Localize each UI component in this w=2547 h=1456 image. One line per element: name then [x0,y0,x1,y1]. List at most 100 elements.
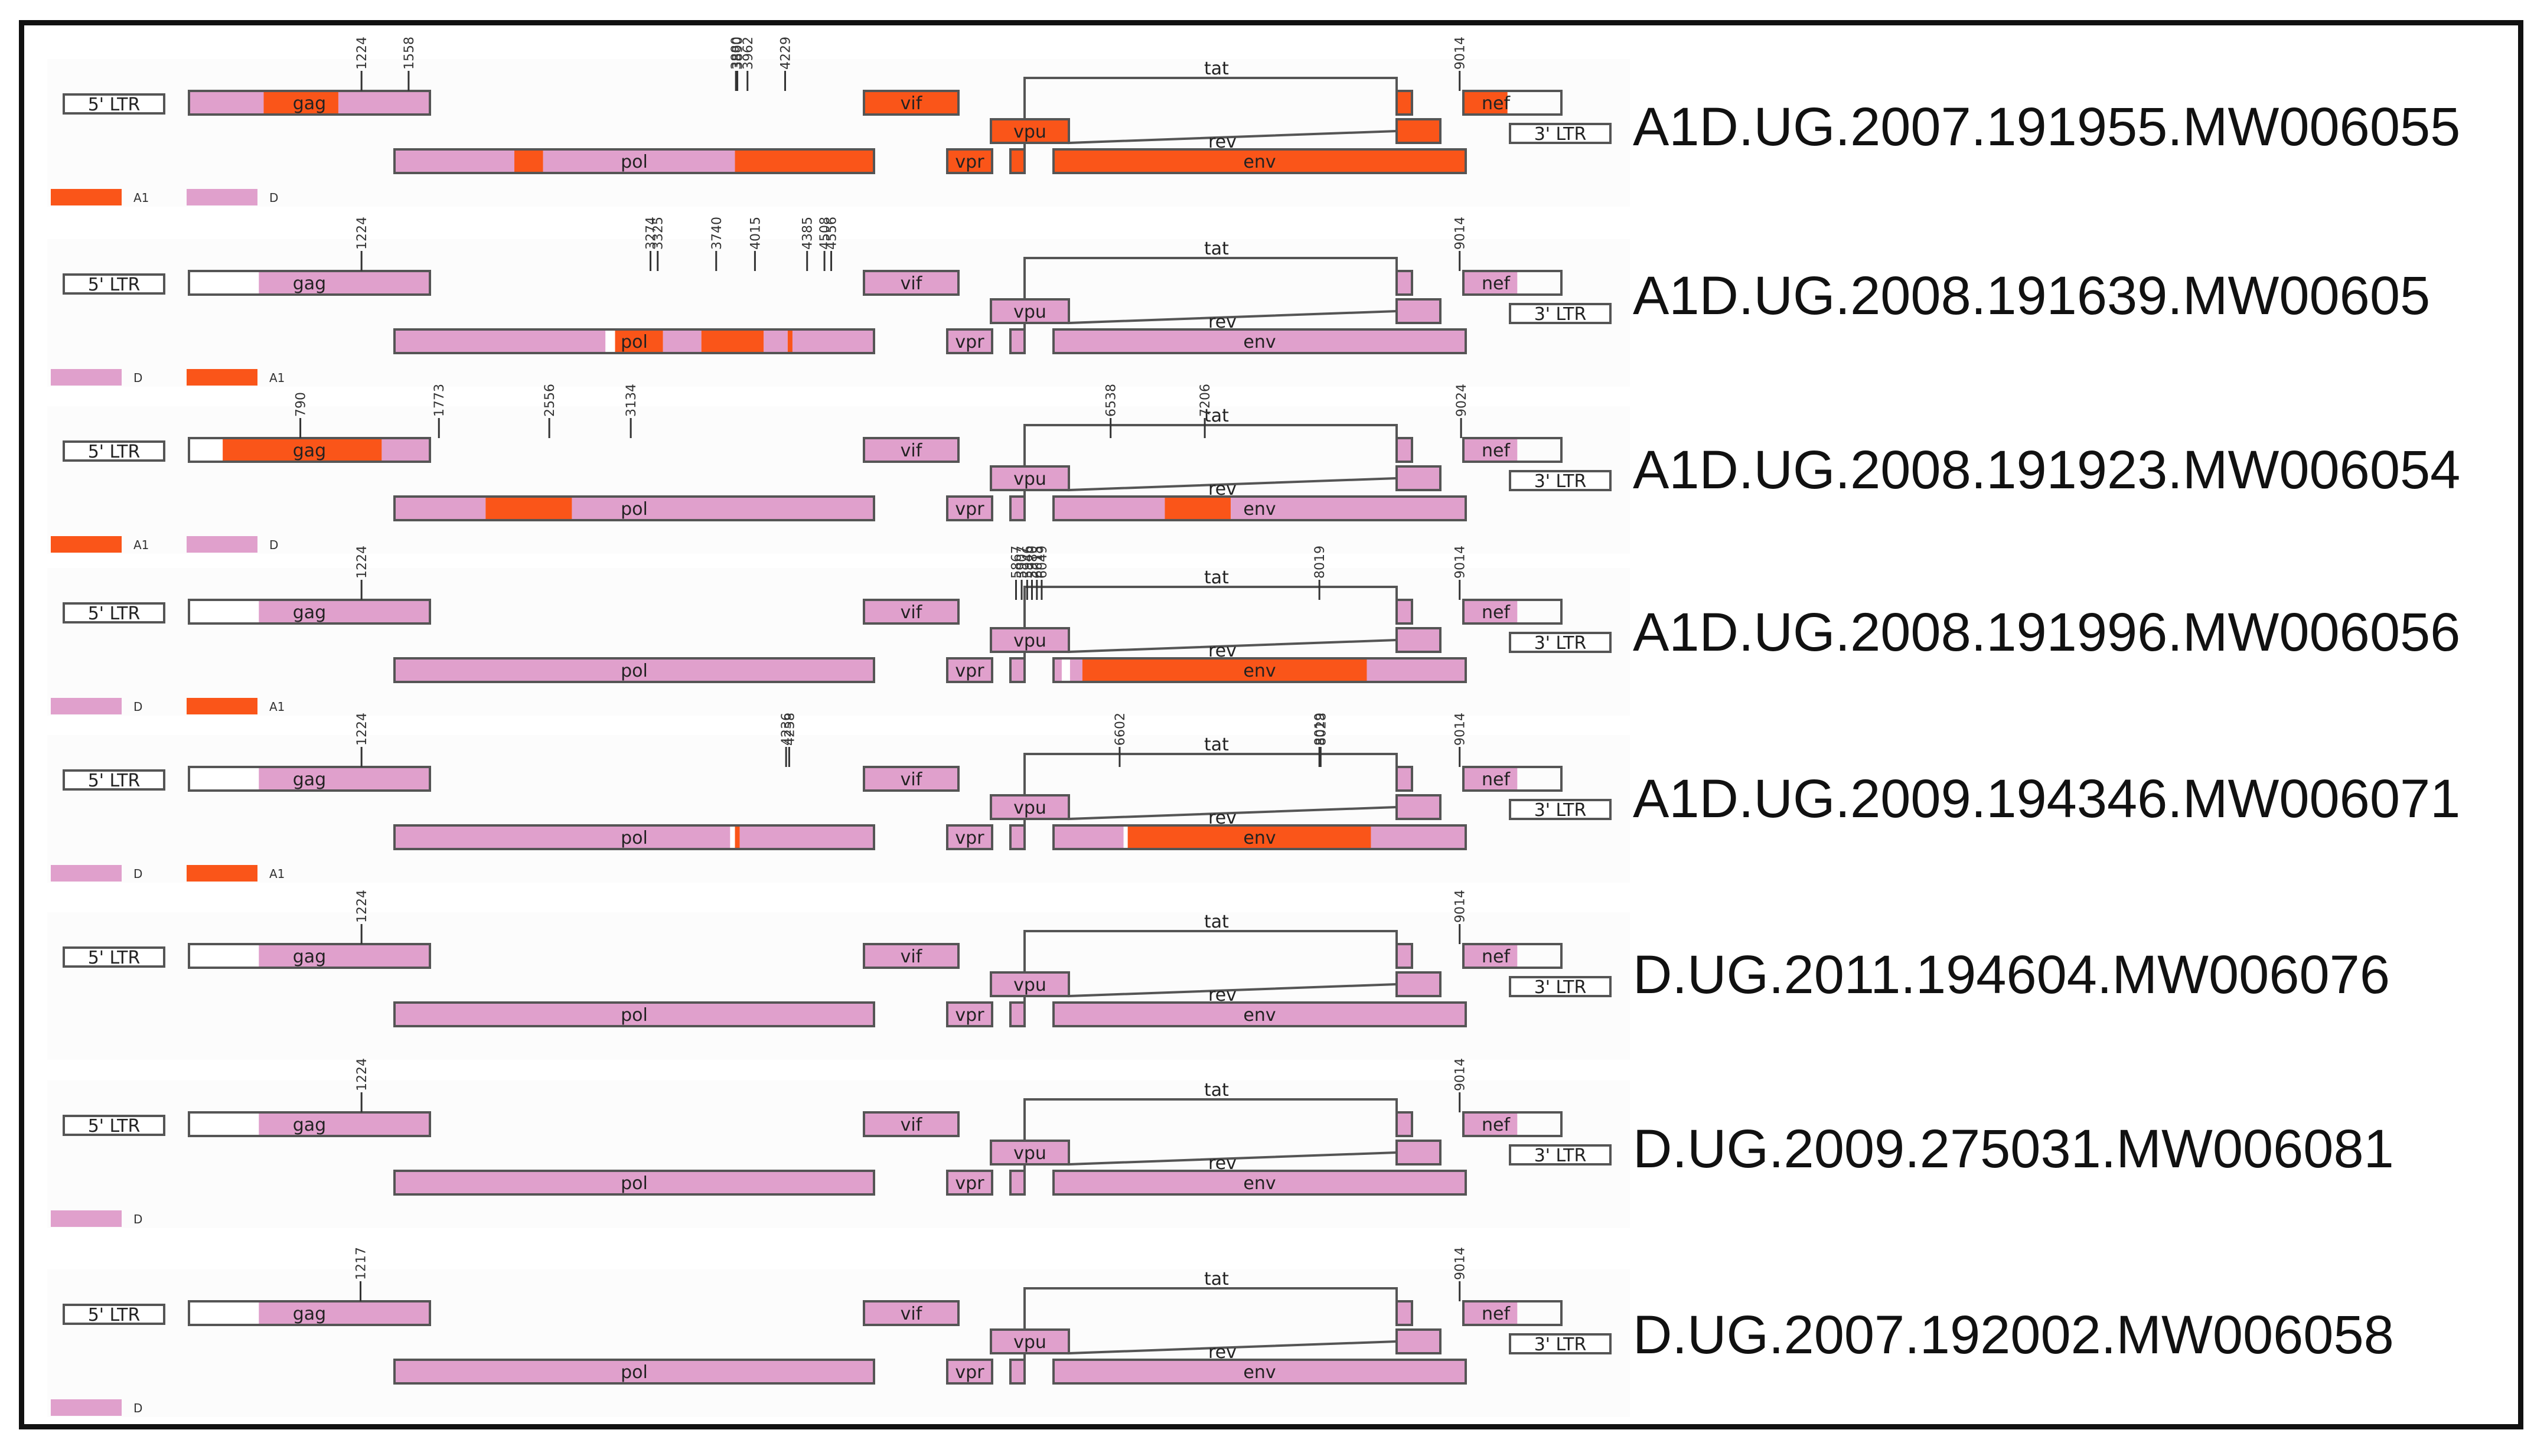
vpu-label: vpu [1013,122,1046,142]
vif-box [863,270,960,296]
pol-label: pol [621,828,648,848]
pol-label: pol [621,1173,648,1194]
gag-segment-none [189,944,259,968]
vif-label: vif [901,946,923,967]
ltr3-box-fill [1510,1334,1610,1353]
ltr3-box-fill [1510,800,1610,819]
ltr3-box [1509,632,1612,653]
ltr3-box-fill [1510,471,1610,490]
legend-swatch-A1 [187,865,257,882]
vpu-box [990,465,1070,491]
panel-background [47,1080,1630,1228]
ltr3-box [1509,1333,1612,1354]
gag-segment-D [259,600,430,623]
breakpoint-label: 5980 [1025,546,1040,579]
env-box [1052,1170,1467,1196]
vif-segment-D [864,1112,958,1136]
vpu-box [990,298,1070,324]
ltr5-box [63,440,165,462]
tat1-box [1009,1001,1026,1027]
breakpoint-label: 8028 [1314,713,1329,746]
tat2-box [1395,437,1413,463]
ltr3-label: 3' LTR [1534,304,1587,325]
pol-label: pol [621,1005,648,1026]
pol-segment-D [764,329,788,353]
tat-label: tat [1204,734,1229,755]
pol-segment-A1 [514,149,543,173]
nef-segment-D [1463,271,1518,295]
gag-label: gag [293,602,326,623]
breakpoint-label: 1224 [355,217,370,250]
vpr-label: vpr [955,1362,984,1383]
panel-background [47,59,1630,207]
breakpoint-label: 3134 [624,384,639,417]
ltr3-box [1509,470,1612,491]
ltr5-box [63,769,165,791]
env-segment-A1 [1054,149,1466,173]
pol-segment-D [394,658,874,682]
env-segment-D [1231,497,1466,520]
env-segment-A1 [1165,497,1231,520]
vpu-box [990,971,1070,997]
tat2-box [1395,1111,1413,1137]
tat-splice-line [1023,930,1398,1003]
nef-label: nef [1482,602,1511,623]
ltr3-box [1509,123,1612,144]
tat-label: tat [1204,239,1229,259]
nef-box [1462,1111,1563,1137]
breakpoint-label: 9014 [1453,37,1468,70]
breakpoint-label: 4508 [818,217,833,250]
rev2-box [1395,971,1442,997]
vpu-segment-D [991,795,1069,819]
tat2-segment-D [1397,271,1412,295]
pol-label: pol [621,1362,648,1383]
gag-segment-D [338,91,430,115]
pol-segment-none [730,825,735,849]
vpu-segment-D [991,628,1069,652]
gag-label: gag [293,946,326,967]
env-segment-D [1054,1360,1466,1383]
tat-splice-line [1023,1098,1398,1171]
breakpoint-label: 3890 [731,37,746,70]
tat-label: tat [1204,1080,1229,1101]
tat-label: tat [1204,1269,1229,1289]
panel-background [47,1269,1630,1417]
env-box [1052,495,1467,521]
ltr5-label: 5' LTR [88,275,141,295]
gag-segment-D [259,1301,430,1325]
breakpoint-label: 3274 [644,217,659,250]
tat1-segment-D [1010,1003,1025,1026]
rev2-segment-D [1397,1330,1440,1353]
ltr5-box [63,602,165,623]
vpu-box [990,1140,1070,1166]
env-segment-D [1054,1171,1466,1194]
env-segment-D [1069,658,1082,682]
nef-box [1462,599,1563,625]
ltr5-box [63,1304,165,1325]
breakpoint-label: 1773 [432,384,447,417]
sequence-label: D.UG.2007.192002.MW006058 [1633,1305,2394,1365]
vpu-label: vpu [1013,302,1046,322]
gag-box [188,943,431,969]
ltr3-box-fill [1510,124,1610,143]
pol-box [393,148,875,174]
vpr-label: vpr [955,828,984,848]
pol-box [393,1001,875,1027]
breakpoint-label: 5907 [1015,546,1030,579]
rev2-segment-D [1397,795,1440,819]
rev2-box [1395,465,1442,491]
env-segment-D [1371,825,1466,849]
vif-box [863,437,960,463]
pol-box [393,328,875,354]
pol-segment-A1 [615,329,663,353]
panel-background [47,912,1630,1060]
ltr5-label: 5' LTR [88,603,141,624]
nef-label: nef [1482,769,1511,790]
tat1-segment-D [1010,658,1025,682]
sequence-label: D.UG.2009.275031.MW006081 [1633,1119,2394,1179]
tat-label: tat [1204,58,1229,79]
vpr-box [946,657,993,683]
nef-label: nef [1482,1115,1511,1135]
tat1-segment-D [1010,329,1025,353]
